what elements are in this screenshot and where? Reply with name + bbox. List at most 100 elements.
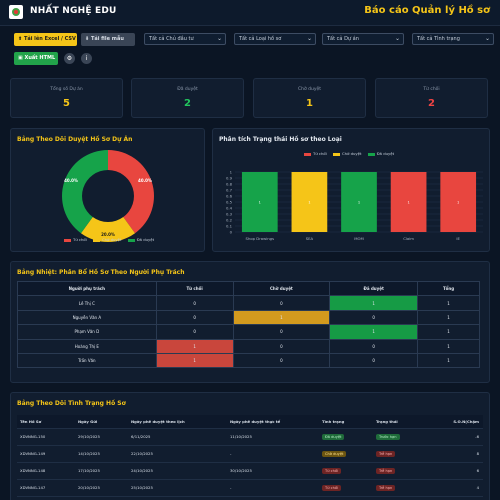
stat-card-approved: Đã duyệt 2 bbox=[131, 78, 244, 118]
y-tick-label: 0.8 bbox=[226, 181, 233, 186]
planned-approval-date: 24/10/2025 bbox=[128, 462, 227, 480]
download-template-button[interactable]: ⬇ Tải file mẫu bbox=[81, 33, 135, 46]
state-badge: Từ chối bbox=[322, 484, 342, 491]
table-row: XDVNNG-147 20/10/2025 25/10/2025- Từ chối Tr… bbox=[17, 479, 483, 497]
timeliness-badge: Trước hạn bbox=[376, 433, 400, 440]
heatmap-total-cell: 1 bbox=[417, 309, 480, 326]
chevron-down-icon: ⌄ bbox=[484, 35, 490, 42]
app-header: NHẤT NGHỆ EDU Báo cáo Quản lý Hồ sơ bbox=[0, 0, 500, 26]
status-header: Tên Hồ Sơ bbox=[17, 415, 75, 429]
heatmap-cell: 0 bbox=[329, 352, 419, 369]
heatmap-total-cell: 1 bbox=[417, 352, 480, 369]
chevron-down-icon: ⌄ bbox=[216, 35, 222, 42]
status-header: S.O.N(Chậm bbox=[427, 415, 483, 429]
y-tick-label: 0.5 bbox=[226, 199, 233, 204]
donut-legend: Từ chối Chờ duyệt Đã duyệt bbox=[59, 237, 154, 242]
donut-label-rejected: 40.0% bbox=[138, 178, 152, 183]
heatmap-table: Người phụ trách Từ chối Chờ duyệt Đã duy… bbox=[17, 280, 480, 369]
actual-approval-date: - bbox=[227, 445, 319, 463]
x-tick-label: Claim bbox=[403, 236, 414, 241]
y-tick-label: 0.7 bbox=[226, 187, 233, 192]
y-tick-label: 0 bbox=[230, 229, 233, 234]
heatmap-cell: 0 bbox=[155, 295, 234, 311]
state-badge: Chờ duyệt bbox=[322, 450, 347, 457]
sent-date: 17/10/2025 bbox=[75, 462, 128, 480]
assignee-name: Lê Thị C bbox=[17, 295, 157, 311]
stat-card-pending: Chờ duyệt 1 bbox=[253, 78, 366, 118]
heatmap-cell: 0 bbox=[232, 338, 331, 354]
timeliness-badge-cell: Trễ hạn bbox=[373, 445, 427, 463]
bar-sea bbox=[291, 172, 328, 232]
delay-days: -6 bbox=[427, 428, 483, 446]
donut-slice-approved bbox=[62, 150, 108, 234]
bar-chart-panel: Phân tích Trạng thái Hồ sơ theo Loại Từ … bbox=[212, 128, 490, 252]
heatmap-cell: 0 bbox=[232, 295, 331, 311]
status-filter-select[interactable]: Tất cả Tình trạng ⌄ bbox=[412, 33, 494, 45]
donut-slice-rejected bbox=[108, 150, 154, 234]
toolbar: ⬆ Tải lên Excel / CSV ⬇ Tải file mẫu Tất… bbox=[14, 33, 494, 65]
document-name: XDVNNG-147 bbox=[17, 479, 75, 497]
table-row: XDVNNG-148 17/10/2025 24/10/2025 30/10/2025… bbox=[17, 462, 483, 480]
bar-mom bbox=[341, 172, 377, 232]
assignee-name: Nguyễn Văn A bbox=[17, 309, 157, 326]
project-filter-select[interactable]: Tất cả Dự án ⌄ bbox=[322, 33, 404, 45]
table-row: XDVNNG-150 29/10/2025 6/11/2025 11/10/2025 Đ… bbox=[17, 428, 483, 446]
heatmap-cell: 1 bbox=[329, 324, 419, 340]
export-html-button[interactable]: ▣ Xuất HTML bbox=[14, 52, 58, 65]
bar-claim bbox=[390, 172, 427, 232]
y-tick-label: 0.9 bbox=[226, 175, 233, 180]
status-header: Ngày phê duyệt thực tế bbox=[227, 415, 319, 429]
settings-icon[interactable]: ⚙ bbox=[64, 53, 75, 64]
y-tick-label: 0.2 bbox=[226, 217, 233, 222]
status-table: Tên Hồ Sơ Ngày Gửi Ngày phê duyệt theo l… bbox=[17, 415, 483, 497]
heatmap-total-cell: 1 bbox=[417, 295, 480, 311]
heatmap-cell: 1 bbox=[155, 352, 234, 369]
planned-approval-date: 6/11/2025 bbox=[128, 428, 227, 446]
heatmap-cell: 0 bbox=[155, 309, 234, 326]
assignee-name: Phạm Văn D bbox=[17, 324, 157, 340]
y-tick-label: 0.1 bbox=[226, 223, 233, 228]
y-tick-label: 1 bbox=[230, 169, 233, 174]
heatmap-cell: 1 bbox=[329, 295, 419, 311]
document-name: XDVNNG-149 bbox=[17, 445, 75, 463]
x-tick-label: SEA bbox=[306, 236, 314, 241]
heatmap-cell: 0 bbox=[232, 352, 331, 369]
report-title: Báo cáo Quản lý Hồ sơ bbox=[364, 5, 490, 16]
delay-days: 8 bbox=[427, 445, 483, 463]
heatmap-header: Tổng bbox=[417, 280, 480, 297]
state-badge-cell: Từ chối bbox=[319, 479, 373, 497]
assignee-name: Hoàng Thị E bbox=[17, 338, 157, 354]
donut-slice-pending bbox=[80, 217, 136, 242]
heatmap-cell: 1 bbox=[155, 338, 234, 354]
donut-label-approved: 40.0% bbox=[64, 178, 78, 183]
delay-days: 4 bbox=[427, 479, 483, 497]
investor-filter-select[interactable]: Tất cả Chủ đầu tư ⌄ bbox=[144, 33, 226, 45]
heatmap-cell: 0 bbox=[232, 324, 331, 340]
x-tick-label: Shop Drawings bbox=[246, 236, 275, 241]
heatmap-header: Từ chối bbox=[155, 280, 234, 297]
heatmap-total-cell: 1 bbox=[417, 324, 480, 340]
stat-card-rejected: Từ chối 2 bbox=[375, 78, 488, 118]
donut-chart-panel: Bảng Theo Dõi Duyệt Hồ Sơ Dự Án 40.0% 20… bbox=[10, 128, 205, 252]
y-tick-label: 0.6 bbox=[226, 193, 233, 198]
upload-excel-button[interactable]: ⬆ Tải lên Excel / CSV bbox=[14, 33, 77, 46]
table-row: XDVNNG-149 14/10/2025 22/10/2025- Chờ duyệt… bbox=[17, 445, 483, 463]
heatmap-total-cell: 1 bbox=[417, 338, 480, 354]
actual-approval-date: 11/10/2025 bbox=[227, 428, 319, 446]
bar-legend: Từ chối Chờ duyệt Đã duyệt bbox=[299, 151, 394, 156]
document-type-filter-select[interactable]: Tất cả Loại hồ sơ ⌄ bbox=[234, 33, 316, 45]
heatmap-cell: 1 bbox=[232, 309, 331, 326]
bar-value-label: 1 bbox=[358, 200, 360, 204]
assignee-name: Trần Văn bbox=[17, 352, 157, 369]
heatmap-header: Người phụ trách bbox=[17, 280, 157, 297]
donut-chart: 40.0% 20.0% 40.0% bbox=[62, 150, 154, 242]
actual-approval-date: - bbox=[227, 479, 319, 497]
status-header: Ngày Gửi bbox=[75, 415, 128, 429]
timeliness-badge: Trễ hạn bbox=[376, 484, 396, 491]
planned-approval-date: 22/10/2025 bbox=[128, 445, 227, 463]
bar-shop-drawings bbox=[241, 172, 278, 232]
delay-days: 6 bbox=[427, 462, 483, 480]
info-icon[interactable]: i bbox=[81, 53, 92, 64]
